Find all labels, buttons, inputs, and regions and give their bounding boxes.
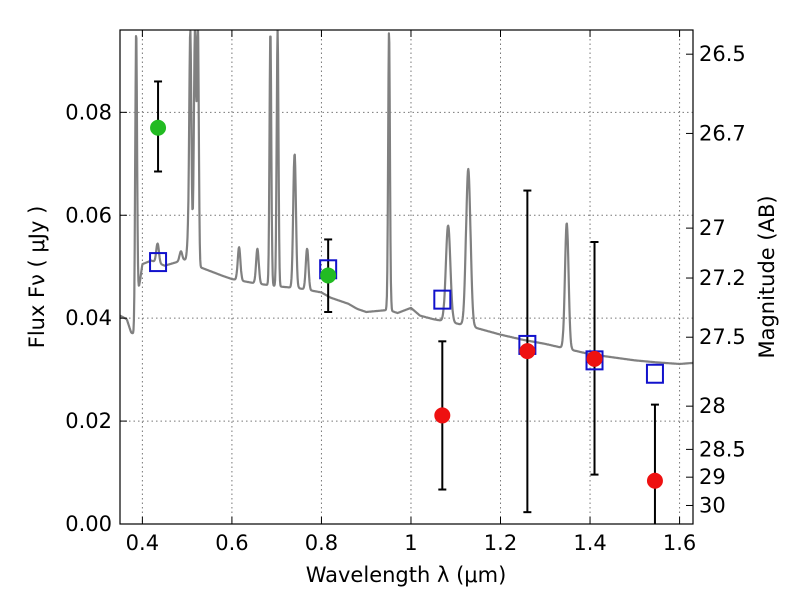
right-tick-label: 26.5 <box>699 42 746 66</box>
grid-lines <box>120 30 693 524</box>
error-bars <box>154 80 659 524</box>
right-tick-label: 29 <box>699 465 726 489</box>
y-tick-label: 0.06 <box>65 203 112 227</box>
observed-point-marker <box>586 350 603 367</box>
observed-point-marker <box>150 119 167 136</box>
right-tick-label: 26.7 <box>699 121 746 145</box>
observed-point-marker <box>434 407 451 424</box>
y-axis-ticks: 0.00 0.02 0.04 0.06 0.08 <box>65 100 127 536</box>
right-tick-label: 27.2 <box>699 266 746 290</box>
observed-point-marker <box>320 267 337 284</box>
x-tick-label: 0.6 <box>215 531 248 555</box>
spectrum-line <box>120 30 693 366</box>
spectrum-series <box>120 30 693 366</box>
x-tick-label: 1 <box>404 531 417 555</box>
x-tick-label: 0.8 <box>305 531 338 555</box>
right-tick-label: 28 <box>699 394 726 418</box>
y-tick-label: 0.02 <box>65 409 112 433</box>
x-axis-label: Wavelength λ (μm) <box>306 563 507 587</box>
right-tick-label: 27 <box>699 216 726 240</box>
data-markers <box>149 119 664 489</box>
right-tick-label: 28.5 <box>699 437 746 461</box>
right-axis-label: Magnitude (AB) <box>755 195 779 358</box>
x-tick-label: 1.4 <box>573 531 606 555</box>
x-axis-ticks: 0.4 0.6 0.8 1 1.2 1.4 1.6 <box>126 30 696 555</box>
x-tick-label: 1.6 <box>663 531 696 555</box>
x-tick-label: 0.4 <box>126 531 159 555</box>
y-tick-label: 0.04 <box>65 306 112 330</box>
observed-point-marker <box>519 343 536 360</box>
plot-frame <box>119 29 694 525</box>
model-square-marker <box>149 252 168 273</box>
model-square-marker <box>645 363 664 384</box>
right-axis-ticks: 26.5 26.7 27 27.2 27.5 28 28.5 29 30 <box>686 42 746 517</box>
model-square-marker <box>433 289 452 310</box>
y-tick-label: 0.00 <box>65 512 112 536</box>
y-axis-label: Flux Fν ( μJy ) <box>25 206 49 349</box>
right-tick-label: 27.5 <box>699 325 746 349</box>
observed-point-marker <box>646 472 663 489</box>
right-tick-label: 30 <box>699 493 726 517</box>
x-tick-label: 1.2 <box>484 531 517 555</box>
y-tick-label: 0.08 <box>65 100 112 124</box>
